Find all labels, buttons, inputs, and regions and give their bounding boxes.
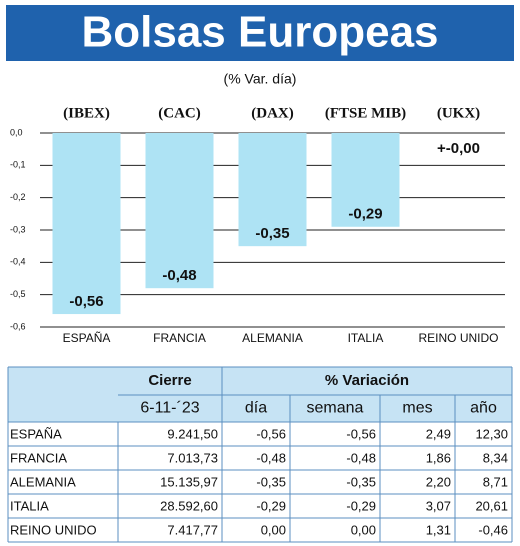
table-cell: 2,20 [426,474,451,489]
value-label: -0,29 [348,206,382,223]
y-tick-label: -0,1 [10,160,26,170]
value-label: +-0,00 [437,140,480,157]
y-tick-label: 0,0 [10,127,23,137]
table-cell: 8,34 [483,450,508,465]
column-header: mes [402,400,432,417]
index-label: (IBEX) [63,105,110,121]
index-label: (FTSE MIB) [325,105,406,121]
table-header: % Variación [325,372,409,389]
table-cell: -0,29 [346,498,376,513]
table-cell: 9.241,50 [167,426,218,441]
title-banner [6,5,514,61]
chart-title: Bolsas Europeas [81,8,438,57]
table-cell: 12,30 [475,426,508,441]
row-label: ITALIA [10,498,49,513]
value-label: -0,56 [69,293,103,310]
bar [52,133,121,315]
table-cell: 1,86 [426,450,451,465]
table-cell: -0,48 [346,450,376,465]
table-cell: 2,49 [426,426,451,441]
x-tick-label: REINO UNIDO [418,331,498,345]
table-cell: 15.135,97 [160,474,218,489]
y-tick-label: -0,2 [10,192,26,202]
table-cell: -0,56 [256,426,286,441]
table-cell: 1,31 [426,522,451,537]
table-cell: 3,07 [426,498,451,513]
y-tick-label: -0,5 [10,289,26,299]
row-label: ESPAÑA [10,426,62,441]
table-cell: -0,29 [256,498,286,513]
chart-subtitle: (% Var. día) [224,71,297,87]
bar [238,133,307,247]
table-cell: -0,56 [346,426,376,441]
table-cell: 0,00 [261,522,286,537]
table-cell: 20,61 [475,498,508,513]
index-label: (CAC) [158,105,201,121]
table-cell: -0,48 [256,450,286,465]
table-cell: 28.592,60 [160,498,218,513]
table-cell: 7.013,73 [167,450,218,465]
y-tick-label: -0,6 [10,321,26,331]
table-cell: -0,46 [478,522,508,537]
row-label: FRANCIA [10,450,67,465]
bar [331,133,400,227]
index-label: (DAX) [251,105,294,121]
column-header: 6-11-´23 [140,400,199,417]
x-tick-label: ALEMANIA [242,331,303,345]
table-header: Cierre [148,372,191,389]
table-cell: -0,35 [346,474,376,489]
x-tick-label: FRANCIA [153,331,206,345]
value-label: -0,35 [255,225,289,242]
x-tick-label: ITALIA [348,331,384,345]
column-header: año [470,400,497,417]
table-cell: 7.417,77 [167,522,218,537]
table-cell: 8,71 [483,474,508,489]
table-cell: 0,00 [351,522,376,537]
row-label: ALEMANIA [10,474,76,489]
y-tick-label: -0,3 [10,224,26,234]
x-tick-label: ESPAÑA [63,331,111,345]
column-header: semana [307,400,364,417]
row-label: REINO UNIDO [10,522,97,537]
value-label: -0,48 [162,267,196,284]
y-tick-label: -0,4 [10,257,26,267]
bar [145,133,214,289]
index-label: (UKX) [437,105,480,121]
table-cell: -0,35 [256,474,286,489]
column-header: día [245,400,267,417]
